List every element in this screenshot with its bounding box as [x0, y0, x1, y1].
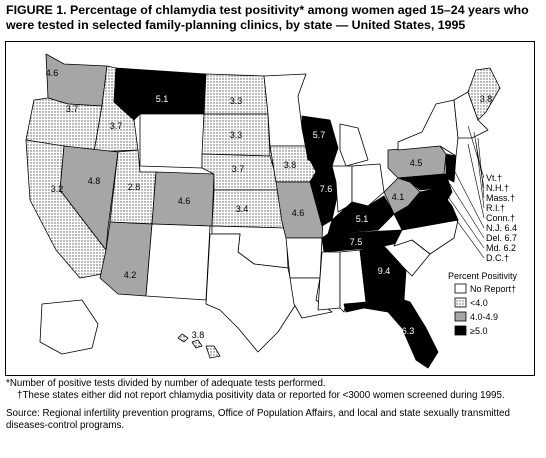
state-nevada	[59, 145, 119, 251]
state-texas	[205, 233, 297, 353]
east-item: N.J. 6.4	[486, 223, 517, 233]
legend-label: 4.0-4.9	[470, 312, 498, 322]
label-TN: 7.5	[350, 237, 363, 247]
label-CO: 4.6	[178, 196, 191, 206]
legend-title: Percent Positivity	[448, 271, 518, 281]
label-ME: 3.8	[480, 94, 493, 104]
footnote-1: *Number of positive tests divided by num…	[6, 378, 326, 389]
east-item: D.C.†	[486, 253, 509, 263]
label-ID: 3.7	[110, 121, 123, 131]
label-UT: 2.8	[128, 182, 141, 192]
label-ND: 3.3	[230, 96, 243, 106]
legend: Percent Positivity No Report† <4.0 4.0-4…	[448, 271, 518, 336]
east-item: Mass.†	[486, 193, 515, 203]
label-MO: 4.6	[292, 208, 305, 218]
state-alaska	[39, 299, 99, 355]
label-OR: 3.7	[66, 104, 79, 114]
state-michigan	[339, 123, 369, 167]
label-FL: 6.3	[402, 326, 415, 336]
leader-lines	[435, 125, 485, 259]
map-frame: 4.6 3.7 3.2 3.7 4.8 2.8 4.2 5.1 4.6 3.3 …	[5, 41, 535, 376]
label-WI: 5.7	[313, 130, 326, 140]
label-IA: 3.8	[284, 160, 297, 170]
legend-label: <4.0	[470, 298, 488, 308]
legend-swatch-none	[454, 283, 467, 294]
label-GA: 9.4	[378, 266, 391, 276]
label-AZ: 4.2	[124, 270, 137, 280]
east-state-list: Vt.† N.H.† Mass.† R.I.† Conn.† N.J. 6.4 …	[486, 173, 517, 263]
legend-swatch-black	[454, 325, 467, 336]
label-HI: 3.8	[192, 330, 205, 340]
label-NE: 3.7	[232, 164, 245, 174]
east-item: Conn.†	[486, 213, 515, 223]
state-wyoming	[139, 113, 205, 169]
state-hawaii	[177, 333, 221, 359]
state-labels: 4.6 3.7 3.2 3.7 4.8 2.8 4.2 5.1 4.6 3.3 …	[46, 68, 493, 340]
label-IL: 7.6	[320, 184, 333, 194]
state-georgia	[359, 245, 407, 303]
label-KY: 5.1	[356, 214, 369, 224]
state-new-mexico	[145, 223, 211, 301]
state-north-dakota	[203, 73, 269, 115]
label-WA: 4.6	[46, 68, 59, 78]
notes: *Number of positive tests divided by num…	[6, 378, 542, 432]
state-maine	[467, 67, 501, 121]
state-ohio	[351, 163, 385, 207]
state-arkansas	[285, 237, 323, 279]
east-item: Del. 6.7	[486, 233, 517, 243]
footnote-2: †These states either did not report chla…	[17, 390, 505, 401]
legend-swatch-gray	[454, 311, 467, 322]
source-note: Source: Regional infertility prevention …	[6, 408, 510, 431]
state-wisconsin	[301, 115, 339, 167]
label-MT: 5.1	[156, 94, 169, 104]
state-mississippi	[317, 251, 341, 311]
state-florida	[343, 299, 439, 369]
east-item: Vt.†	[486, 173, 502, 183]
us-map: 4.6 3.7 3.2 3.7 4.8 2.8 4.2 5.1 4.6 3.3 …	[25, 53, 518, 369]
label-NV: 4.8	[88, 176, 101, 186]
east-item: Md. 6.2	[486, 243, 516, 253]
east-item: R.I.†	[486, 203, 505, 213]
label-KS: 3.4	[236, 204, 249, 214]
figure-title: FIGURE 1. Percentage of chlamydia test p…	[6, 3, 529, 32]
east-item: N.H.†	[486, 183, 509, 193]
label-CA: 3.2	[51, 184, 64, 194]
state-washington	[45, 53, 108, 107]
label-WV: 4.1	[392, 192, 405, 202]
state-new-jersey	[445, 153, 457, 183]
legend-swatch-dots	[454, 297, 467, 308]
label-SD: 3.3	[230, 130, 243, 140]
state-minnesota	[263, 73, 307, 147]
legend-label: ≥5.0	[470, 326, 487, 336]
label-PA: 4.5	[410, 158, 423, 168]
legend-label: No Report†	[470, 284, 516, 294]
